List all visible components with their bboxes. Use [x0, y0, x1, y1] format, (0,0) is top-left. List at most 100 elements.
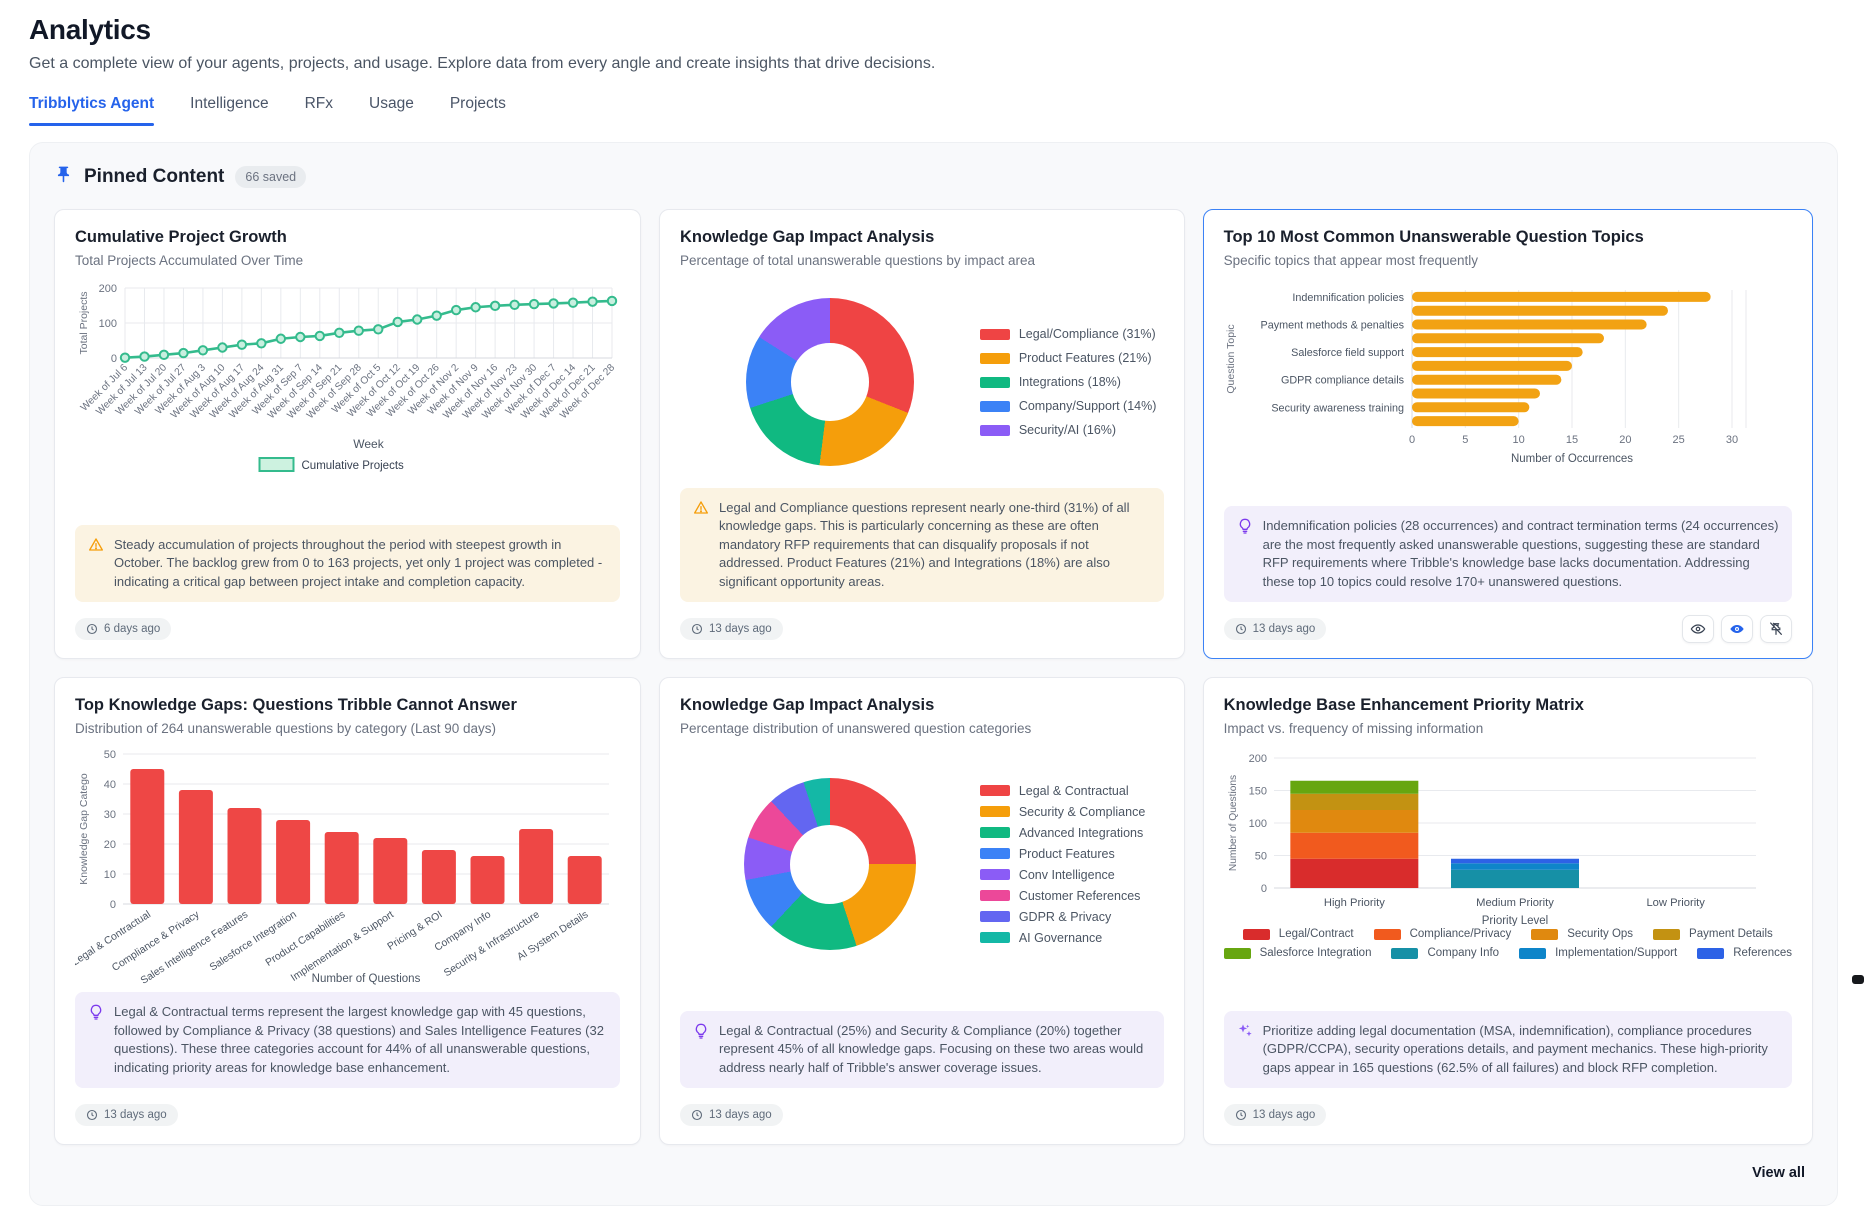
card-subtitle: Impact vs. frequency of missing informat… [1223, 721, 1484, 737]
svg-text:Cumulative Projects: Cumulative Projects [302, 460, 405, 472]
annotation-text: Indemnification policies (28 occurrences… [1262, 518, 1779, 589]
legend-item: Legal/Contract [1242, 928, 1354, 940]
svg-text:Low Priority: Low Priority [1646, 897, 1705, 909]
scrollbar-corner[interactable] [1852, 975, 1864, 984]
legend-label: Payment Details [1689, 928, 1773, 941]
card-knowledge-gap-impact[interactable]: Knowledge Gap Impact Analysis Percentage… [659, 209, 1185, 660]
annotation-insight: Indemnification policies (28 occurrences… [1223, 506, 1792, 603]
tab-usage[interactable]: Usage [369, 95, 414, 112]
svg-text:40: 40 [104, 779, 116, 791]
svg-text:Question Topic: Question Topic [1225, 324, 1237, 393]
page-subtitle: Get a complete view of your agents, proj… [29, 55, 936, 72]
lightbulb-icon [1237, 518, 1253, 591]
tab-projects[interactable]: Projects [449, 95, 506, 112]
legend-item: Implementation/Support [1519, 947, 1677, 959]
warning-icon [693, 500, 709, 591]
saved-count-badge: 66 saved [235, 166, 307, 188]
svg-text:Payment methods & penalties: Payment methods & penalties [1260, 320, 1404, 332]
legend-label: Product Features (21%) [1018, 351, 1152, 365]
annotation-warning: Steady accumulation of projects througho… [75, 524, 620, 603]
annotation-text: Legal & Contractual terms represent the … [114, 1004, 604, 1075]
svg-text:Week: Week [353, 437, 384, 451]
timestamp-badge: 13 days ago [680, 1104, 783, 1127]
insights-button[interactable] [1721, 615, 1753, 644]
timestamp-badge: 13 days ago [1223, 618, 1327, 641]
stacked-bar-chart: 0 50 100 150 200 Number of Questions High Prio… [1223, 744, 1792, 986]
view-all-link[interactable]: View all [1752, 1165, 1805, 1182]
svg-text:High Priority: High Priority [1323, 897, 1384, 909]
legend-swatch [979, 848, 1010, 860]
tab-rfx[interactable]: RFx [304, 95, 334, 112]
lightbulb-icon [88, 1004, 104, 1077]
view-button[interactable] [1682, 615, 1714, 644]
card-actions [1682, 615, 1792, 644]
legend-swatch [979, 376, 1010, 388]
legend-swatch [979, 785, 1010, 797]
card-top-knowledge-gaps[interactable]: Top Knowledge Gaps: Questions Tribble Ca… [54, 677, 641, 1146]
svg-text:Medium Priority: Medium Priority [1476, 897, 1554, 909]
svg-text:Number of Questions: Number of Questions [1228, 775, 1239, 871]
legend-swatch [1373, 928, 1401, 940]
timestamp-badge: 13 days ago [1223, 1104, 1327, 1127]
legend-label: AI Governance [1018, 930, 1103, 945]
card-title: Cumulative Project Growth [75, 228, 287, 246]
svg-text:25: 25 [1672, 434, 1684, 446]
lightbulb-icon [693, 1023, 709, 1077]
svg-text:30: 30 [104, 809, 116, 821]
legend-item: Advanced Integrations [979, 826, 1145, 840]
legend-item: Company Info [1391, 947, 1499, 959]
legend-label: Conv Intelligence [1018, 867, 1115, 882]
svg-text:0: 0 [110, 899, 116, 911]
card-title: Top Knowledge Gaps: Questions Tribble Ca… [75, 696, 517, 715]
legend-item: Salesforce Integration [1223, 947, 1372, 960]
card-subtitle: Specific topics that appear most frequen… [1223, 253, 1478, 268]
legend-label: Legal/Compliance (31%) [1018, 327, 1156, 341]
unpin-button[interactable] [1760, 615, 1792, 644]
svg-text:Legal & Contractual: Legal & Contractual [75, 910, 153, 969]
legend-swatch [979, 932, 1010, 944]
pinned-cards-grid: Cumulative Project Growth Total Projects… [54, 209, 1813, 1146]
svg-text:GDPR compliance details: GDPR compliance details [1281, 375, 1405, 387]
warning-icon [88, 537, 104, 591]
legend-swatch [1531, 928, 1559, 940]
legend-label: Integrations (18%) [1018, 375, 1121, 389]
legend-swatch [1697, 947, 1725, 959]
annotation-insight: Legal & Contractual terms represent the … [75, 992, 620, 1089]
tab-intelligence[interactable]: Intelligence [190, 95, 269, 112]
svg-text:Salesforce field support: Salesforce field support [1291, 347, 1404, 359]
timestamp-text: 13 days ago [709, 1109, 772, 1122]
legend-item: Security & Compliance [979, 805, 1145, 819]
svg-text:5: 5 [1462, 434, 1468, 446]
timestamp-badge: 13 days ago [75, 1104, 178, 1127]
legend-swatch [979, 827, 1010, 839]
tab-tribblytics-agent[interactable]: Tribblytics Agent [29, 95, 155, 126]
timestamp-text: 6 days ago [104, 623, 161, 636]
svg-text:Security & Infrastructure: Security & Infrastructure [442, 909, 542, 979]
legend-label: Salesforce Integration [1259, 947, 1372, 960]
card-title: Knowledge Gap Impact Analysis [680, 228, 935, 246]
card-title: Knowledge Gap Impact Analysis [680, 696, 935, 715]
svg-text:10: 10 [1512, 434, 1524, 446]
legend-swatch [979, 352, 1010, 364]
legend-label: Customer References [1018, 888, 1141, 903]
timestamp-text: 13 days ago [1252, 1109, 1316, 1122]
timestamp-badge: 6 days ago [75, 618, 172, 641]
svg-text:Indemnification policies: Indemnification policies [1292, 292, 1404, 304]
card-priority-matrix[interactable]: Knowledge Base Enhancement Priority Matr… [1202, 677, 1813, 1146]
legend-swatch [979, 328, 1010, 340]
card-cumulative-project-growth[interactable]: Cumulative Project Growth Total Projects… [54, 209, 641, 660]
pinned-content-title: Pinned Content [84, 166, 225, 187]
card-title: Top 10 Most Common Unanswerable Question… [1223, 228, 1644, 246]
timestamp-text: 13 days ago [104, 1109, 167, 1122]
pin-icon [54, 165, 73, 189]
svg-text:50: 50 [104, 749, 116, 761]
svg-text:Salesforce Integration: Salesforce Integration [208, 909, 299, 973]
card-knowledge-gap-distribution[interactable]: Knowledge Gap Impact Analysis Percentage… [659, 677, 1185, 1146]
legend-label: Security/AI (16%) [1018, 423, 1117, 437]
timestamp-text: 13 days ago [1252, 623, 1316, 636]
donut-legend: Legal/Compliance (31%) Product Features … [979, 327, 1156, 437]
card-top-unanswerable-topics[interactable]: Top 10 Most Common Unanswerable Question… [1202, 209, 1813, 660]
horizontal-bar-chart: 0 5 10 15 20 25 30 Question Topic Indemnificatio… [1224, 276, 1792, 488]
timestamp-badge: 13 days ago [680, 618, 783, 641]
